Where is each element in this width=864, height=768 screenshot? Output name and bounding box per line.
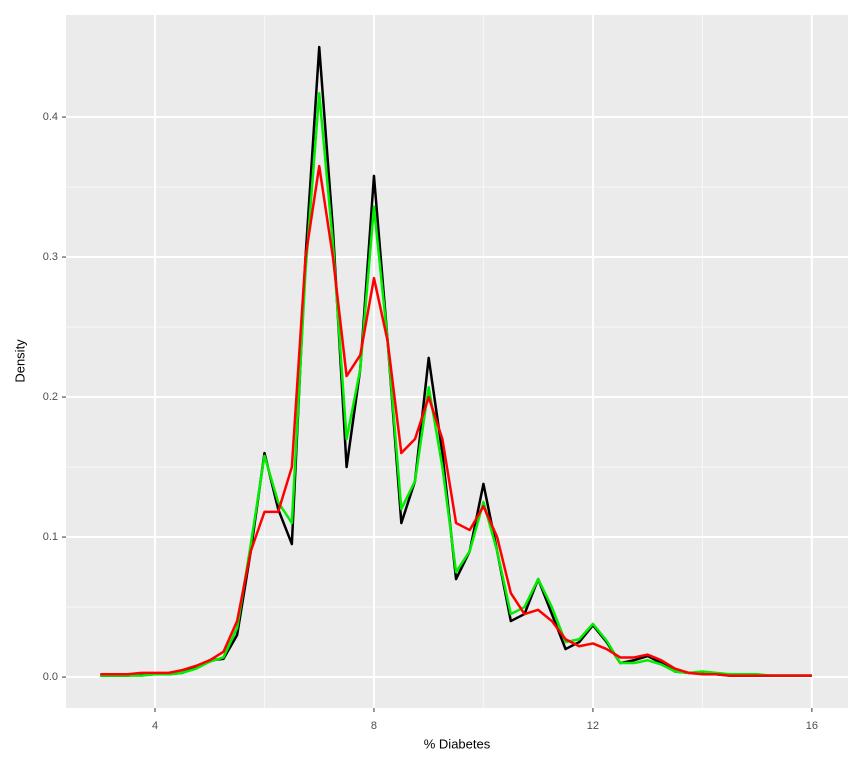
y-tick-label: 0.3 (43, 251, 58, 263)
x-tick-label: 16 (806, 720, 818, 732)
y-tick-label: 0.4 (43, 111, 58, 123)
y-tick-label: 0.2 (43, 391, 58, 403)
y-tick-label: 0.1 (43, 531, 58, 543)
y-tick-label: 0.0 (43, 671, 58, 683)
y-axis-title: Density (12, 339, 27, 383)
plot-panel (66, 15, 848, 708)
x-tick-label: 12 (587, 720, 599, 732)
x-axis-title: % Diabetes (424, 736, 491, 751)
x-tick-label: 8 (371, 720, 377, 732)
density-line (100, 164, 812, 677)
x-tick-label: 4 (152, 720, 158, 732)
